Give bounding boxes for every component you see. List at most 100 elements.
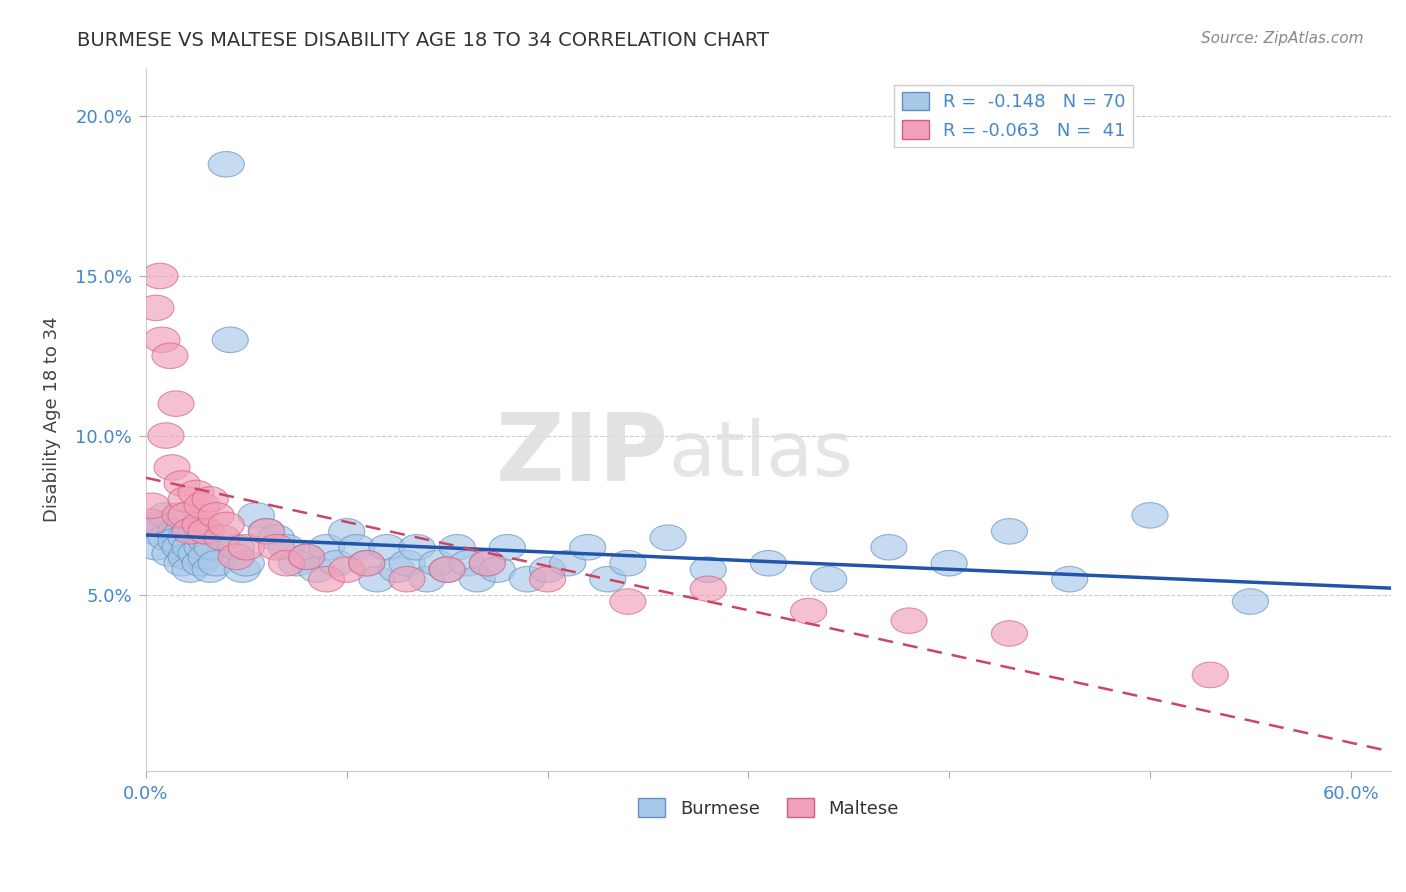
Ellipse shape xyxy=(204,524,240,550)
Ellipse shape xyxy=(329,557,364,582)
Ellipse shape xyxy=(172,557,208,582)
Text: ZIP: ZIP xyxy=(496,409,669,500)
Ellipse shape xyxy=(143,512,180,538)
Ellipse shape xyxy=(359,566,395,592)
Ellipse shape xyxy=(165,550,200,576)
Ellipse shape xyxy=(188,544,224,570)
Ellipse shape xyxy=(479,557,516,582)
Ellipse shape xyxy=(378,557,415,582)
Ellipse shape xyxy=(152,343,188,368)
Ellipse shape xyxy=(1052,566,1088,592)
Ellipse shape xyxy=(193,557,228,582)
Ellipse shape xyxy=(439,534,475,560)
Ellipse shape xyxy=(589,566,626,592)
Ellipse shape xyxy=(991,518,1028,544)
Ellipse shape xyxy=(569,534,606,560)
Ellipse shape xyxy=(198,502,235,528)
Ellipse shape xyxy=(429,557,465,582)
Ellipse shape xyxy=(167,502,204,528)
Text: atlas: atlas xyxy=(669,417,853,491)
Ellipse shape xyxy=(148,423,184,449)
Ellipse shape xyxy=(319,550,354,576)
Ellipse shape xyxy=(931,550,967,576)
Ellipse shape xyxy=(179,518,214,544)
Ellipse shape xyxy=(409,566,446,592)
Ellipse shape xyxy=(339,534,375,560)
Ellipse shape xyxy=(181,550,218,576)
Ellipse shape xyxy=(811,566,846,592)
Ellipse shape xyxy=(181,512,218,538)
Y-axis label: Disability Age 18 to 34: Disability Age 18 to 34 xyxy=(44,317,60,523)
Ellipse shape xyxy=(134,493,170,518)
Ellipse shape xyxy=(610,550,645,576)
Ellipse shape xyxy=(259,534,294,560)
Ellipse shape xyxy=(891,608,927,633)
Ellipse shape xyxy=(530,566,565,592)
Ellipse shape xyxy=(198,550,235,576)
Ellipse shape xyxy=(419,550,456,576)
Ellipse shape xyxy=(870,534,907,560)
Ellipse shape xyxy=(153,455,190,480)
Ellipse shape xyxy=(218,544,254,570)
Ellipse shape xyxy=(991,621,1028,646)
Ellipse shape xyxy=(228,550,264,576)
Ellipse shape xyxy=(610,589,645,615)
Ellipse shape xyxy=(269,534,305,560)
Ellipse shape xyxy=(249,518,284,544)
Ellipse shape xyxy=(530,557,565,582)
Ellipse shape xyxy=(399,534,434,560)
Ellipse shape xyxy=(224,557,260,582)
Ellipse shape xyxy=(278,550,315,576)
Ellipse shape xyxy=(218,534,254,560)
Ellipse shape xyxy=(167,524,204,550)
Ellipse shape xyxy=(308,534,344,560)
Ellipse shape xyxy=(238,502,274,528)
Ellipse shape xyxy=(167,487,204,512)
Ellipse shape xyxy=(470,550,505,576)
Ellipse shape xyxy=(460,566,495,592)
Ellipse shape xyxy=(179,480,214,506)
Ellipse shape xyxy=(132,509,167,534)
Ellipse shape xyxy=(429,557,465,582)
Ellipse shape xyxy=(134,518,170,544)
Text: BURMESE VS MALTESE DISABILITY AGE 18 TO 34 CORRELATION CHART: BURMESE VS MALTESE DISABILITY AGE 18 TO … xyxy=(77,31,769,50)
Ellipse shape xyxy=(162,502,198,528)
Ellipse shape xyxy=(138,295,174,320)
Ellipse shape xyxy=(690,557,727,582)
Ellipse shape xyxy=(208,152,245,177)
Ellipse shape xyxy=(184,534,221,560)
Ellipse shape xyxy=(143,327,180,352)
Ellipse shape xyxy=(148,524,184,550)
Ellipse shape xyxy=(193,487,228,512)
Ellipse shape xyxy=(308,566,344,592)
Ellipse shape xyxy=(138,534,174,560)
Ellipse shape xyxy=(179,541,214,566)
Ellipse shape xyxy=(208,512,245,538)
Ellipse shape xyxy=(259,524,294,550)
Ellipse shape xyxy=(142,263,179,289)
Ellipse shape xyxy=(690,576,727,601)
Ellipse shape xyxy=(152,541,188,566)
Ellipse shape xyxy=(790,599,827,624)
Ellipse shape xyxy=(550,550,586,576)
Ellipse shape xyxy=(172,518,208,544)
Ellipse shape xyxy=(349,550,385,576)
Ellipse shape xyxy=(157,391,194,417)
Ellipse shape xyxy=(269,550,305,576)
Ellipse shape xyxy=(157,518,194,544)
Ellipse shape xyxy=(449,550,485,576)
Ellipse shape xyxy=(329,518,364,544)
Text: Source: ZipAtlas.com: Source: ZipAtlas.com xyxy=(1201,31,1364,46)
Ellipse shape xyxy=(349,550,385,576)
Ellipse shape xyxy=(162,534,198,560)
Ellipse shape xyxy=(1232,589,1268,615)
Ellipse shape xyxy=(751,550,786,576)
Ellipse shape xyxy=(288,544,325,570)
Ellipse shape xyxy=(188,528,224,554)
Ellipse shape xyxy=(172,534,208,560)
Ellipse shape xyxy=(489,534,526,560)
Ellipse shape xyxy=(389,566,425,592)
Ellipse shape xyxy=(1132,502,1168,528)
Ellipse shape xyxy=(228,534,264,560)
Ellipse shape xyxy=(650,524,686,550)
